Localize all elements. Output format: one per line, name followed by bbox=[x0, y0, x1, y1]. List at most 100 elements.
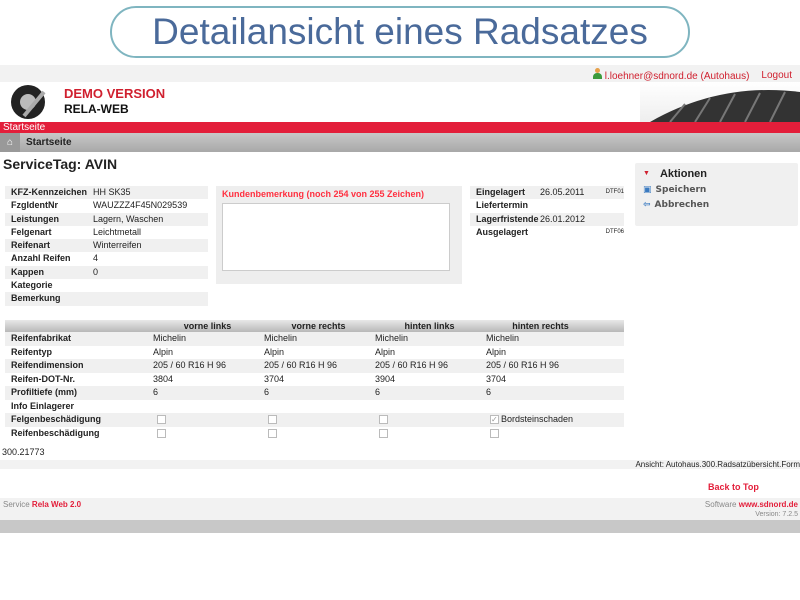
cell bbox=[262, 427, 373, 441]
cell: 3704 bbox=[486, 373, 507, 384]
info-value: Winterreifen bbox=[93, 240, 142, 251]
breadcrumb-startseite[interactable]: Startseite bbox=[26, 137, 72, 148]
info-row: Felgenart Leichtmetall bbox=[5, 226, 208, 239]
cell bbox=[484, 427, 595, 441]
date-label: Lagerfristende bbox=[476, 213, 539, 224]
info-value: HH SK35 bbox=[93, 187, 131, 197]
footer-service-name: Rela Web 2.0 bbox=[31, 500, 82, 509]
info-row: Kategorie bbox=[5, 279, 208, 292]
info-row: Leistungen Lagern, Waschen bbox=[5, 212, 208, 226]
info-label: KFZ-Kennzeichen bbox=[11, 187, 88, 197]
tire-banner-image bbox=[640, 82, 800, 122]
cell: 6 bbox=[486, 387, 492, 397]
info-label: FzgIdentNr bbox=[11, 200, 58, 211]
row-label: Reifenbeschädigung bbox=[11, 427, 100, 438]
table-row: Info Einlagerer bbox=[5, 400, 624, 414]
view-label: Ansicht: Autohaus.300.Radsatzübersicht.F… bbox=[0, 460, 800, 469]
logo-tire-icon bbox=[11, 85, 46, 119]
cell bbox=[484, 400, 595, 414]
info-row: FzgIdentNr WAUZZZ4F45N029539 bbox=[5, 199, 208, 212]
user-icon bbox=[592, 68, 602, 79]
cell: 205 / 60 R16 H 96 bbox=[153, 360, 227, 370]
cell: Michelin bbox=[153, 333, 187, 343]
felgen-damage-checkbox[interactable] bbox=[379, 415, 388, 425]
cell bbox=[151, 400, 262, 414]
collapse-triangle-icon[interactable]: ▼ bbox=[643, 170, 650, 177]
cell: ✓ Bordsteinschaden bbox=[484, 413, 595, 427]
cell bbox=[262, 400, 373, 414]
info-label: Kategorie bbox=[11, 280, 53, 291]
info-row: Bemerkung bbox=[5, 292, 208, 306]
footer-software: Software bbox=[704, 500, 737, 509]
footer-version: Version: 7.2.5 bbox=[755, 511, 798, 518]
cell bbox=[262, 413, 373, 427]
cell: 6 bbox=[153, 387, 159, 397]
cell bbox=[373, 427, 484, 441]
cell: 205 / 60 R16 H 96 bbox=[264, 360, 338, 370]
cell: Alpin bbox=[375, 346, 396, 357]
info-value: WAUZZZ4F45N029539 bbox=[93, 200, 188, 211]
date-label: Liefertermin bbox=[476, 200, 529, 211]
logout-link[interactable]: Logout bbox=[761, 69, 792, 81]
tire-damage-checkbox[interactable] bbox=[379, 428, 388, 438]
table-row: Reifenfabrikat Michelin Michelin Michelin Mi… bbox=[5, 332, 624, 346]
damage-note: Bordsteinschaden bbox=[501, 414, 574, 424]
footer-site-link[interactable]: www.sdnord.de bbox=[738, 500, 798, 509]
row-label: Reifen-DOT-Nr. bbox=[11, 373, 76, 384]
date-row: Eingelagert 26.05.2011 DTF01 bbox=[470, 186, 624, 200]
column-header: hinten links bbox=[404, 321, 455, 331]
cell: 3904 bbox=[375, 373, 396, 384]
info-value: 0 bbox=[93, 266, 99, 277]
date-value-cell: 26.05.2011 DTF01 bbox=[540, 186, 624, 199]
tire-damage-checkbox[interactable] bbox=[157, 428, 166, 438]
cell: 6 bbox=[375, 387, 381, 397]
cell: Michelin bbox=[486, 333, 520, 343]
cell: Alpin bbox=[153, 346, 174, 357]
row-label: Info Einlagerer bbox=[11, 400, 75, 411]
cell bbox=[373, 413, 484, 427]
felgen-damage-checkbox[interactable]: ✓ bbox=[490, 415, 499, 425]
table-row: Reifentyp Alpin Alpin Alpin Alpin bbox=[5, 346, 624, 360]
remark-panel: Kundenbemerkung (noch 254 von 255 Zeiche… bbox=[216, 186, 462, 284]
info-label: Kappen bbox=[11, 266, 45, 277]
date-value: 26.01.2012 bbox=[540, 213, 586, 224]
cell: Michelin bbox=[264, 333, 298, 343]
date-row: Lagerfristende 26.01.2012 bbox=[470, 212, 624, 226]
info-value: Leichtmetall bbox=[93, 226, 142, 237]
felgen-damage-checkbox[interactable] bbox=[268, 415, 277, 425]
home-icon[interactable]: ⌂ bbox=[0, 133, 20, 152]
user-email[interactable]: l.loehner@sdnord.de (Autohaus) bbox=[604, 71, 750, 82]
cell bbox=[373, 400, 484, 414]
tire-damage-row: Reifenbeschädigung bbox=[5, 427, 624, 441]
back-to-top-link[interactable]: Back to Top bbox=[708, 482, 759, 492]
cancel-button[interactable]: ⇦ Abbrechen bbox=[643, 199, 790, 211]
info-row: KFZ-Kennzeichen HH SK35 bbox=[5, 186, 208, 200]
column-header bbox=[5, 320, 151, 332]
date-label: Eingelagert bbox=[476, 187, 526, 197]
tire-damage-checkbox[interactable] bbox=[268, 428, 277, 438]
remark-label: Kundenbemerkung (noch 254 von 255 Zeiche… bbox=[222, 189, 425, 199]
info-value: 4 bbox=[93, 253, 99, 264]
cell: Alpin bbox=[486, 346, 507, 357]
tire-damage-checkbox[interactable] bbox=[490, 428, 499, 438]
page-title: ServiceTag: AVIN bbox=[3, 156, 118, 172]
remark-input[interactable] bbox=[222, 203, 450, 271]
cell: 3804 bbox=[153, 373, 174, 384]
column-header: hinten rechts bbox=[512, 321, 569, 331]
cell: 205 / 60 R16 H 96 bbox=[486, 360, 560, 370]
date-value: 26.05.2011 bbox=[540, 187, 585, 197]
vehicle-info: KFZ-Kennzeichen HH SK35 FzgIdentNr WAUZZZ4F… bbox=[5, 186, 208, 306]
date-value-cell: 26.01.2012 bbox=[540, 213, 624, 226]
info-value bbox=[93, 292, 208, 305]
main-menu-startseite[interactable]: Startseite bbox=[0, 122, 800, 133]
save-label: Speichern bbox=[655, 185, 707, 195]
row-label: Reifenfabrikat bbox=[11, 333, 72, 343]
table-row: Profiltiefe (mm) 6 6 6 6 bbox=[5, 386, 624, 400]
date-code: DTF06 bbox=[605, 228, 624, 235]
felgen-damage-checkbox[interactable] bbox=[157, 415, 166, 425]
felgen-damage-row: Felgenbeschädigung ✓ Bordsteinschaden bbox=[5, 413, 624, 427]
save-button[interactable]: ▣ Speichern bbox=[643, 184, 790, 196]
info-label: Bemerkung bbox=[11, 293, 61, 304]
info-label: Reifenart bbox=[11, 240, 51, 251]
row-label: Profiltiefe (mm) bbox=[11, 387, 78, 397]
